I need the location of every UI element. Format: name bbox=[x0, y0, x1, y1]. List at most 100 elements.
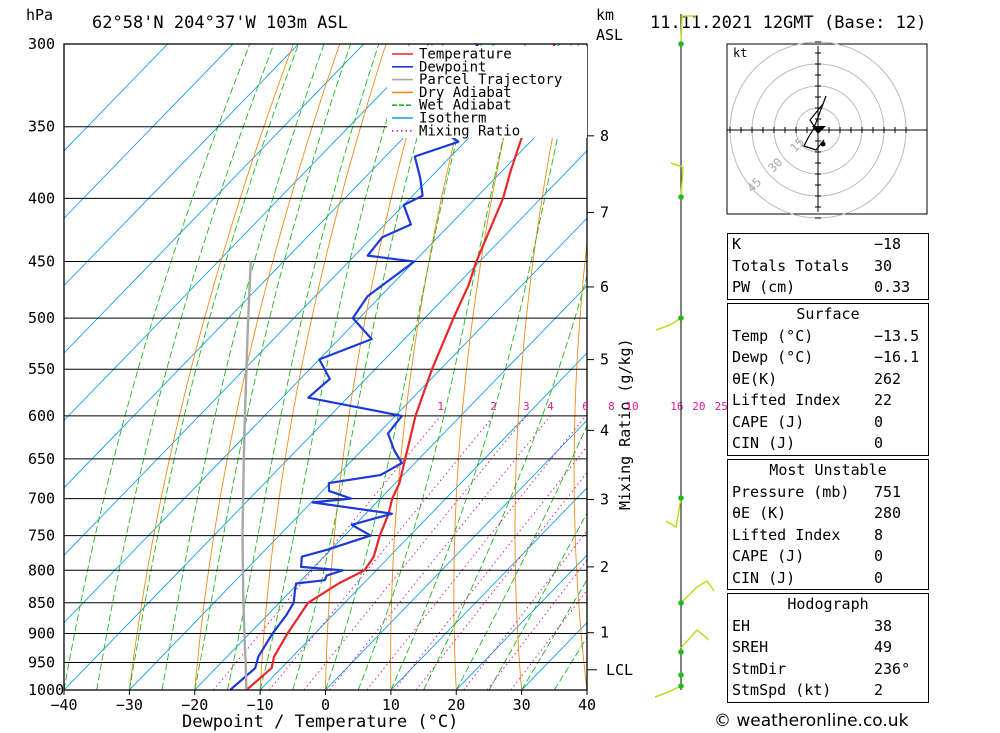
wind-profile bbox=[654, 14, 715, 698]
index-value: −18 bbox=[874, 235, 902, 253]
mixing-ratio-label: 6 bbox=[582, 400, 589, 413]
wind-level-dot bbox=[678, 194, 684, 200]
x-tick-label: −40 bbox=[50, 696, 77, 714]
mixing-ratio-label: 20 bbox=[692, 400, 705, 413]
mixing-ratio-label: 25 bbox=[715, 400, 728, 413]
mixing-ratio-line bbox=[366, 415, 586, 690]
isotherm bbox=[64, 44, 299, 287]
wind-barb bbox=[654, 685, 682, 698]
x-axis-label: Dewpoint / Temperature (°C) bbox=[182, 712, 458, 732]
isotherm bbox=[259, 352, 587, 690]
storm-motion-marker bbox=[812, 126, 826, 134]
x-tick-label: 20 bbox=[447, 696, 465, 714]
wind-barb bbox=[680, 15, 696, 45]
credit-text: © weatheronline.co.uk bbox=[714, 711, 909, 731]
wind-level-dot bbox=[678, 649, 684, 655]
km-unit-label: km bbox=[596, 6, 614, 24]
mixing-ratio-label: 16 bbox=[670, 400, 683, 413]
index-value: 0.33 bbox=[874, 278, 911, 296]
index-label: Lifted Index bbox=[732, 525, 841, 544]
indices-most-unstable-panel: Most Unstable Pressure (mb) 751 θE (K) 280 L… bbox=[727, 459, 929, 590]
legend-label: Dry Adiabat bbox=[419, 85, 512, 101]
index-row: CAPE (J) 0 bbox=[728, 412, 928, 434]
height-tick-label: 2 bbox=[600, 558, 609, 576]
index-label: Totals Totals bbox=[732, 256, 850, 275]
pressure-tick-label: 700 bbox=[28, 490, 55, 508]
isotherm bbox=[64, 44, 561, 556]
index-label: PW (cm) bbox=[732, 278, 796, 296]
wet-adiabat bbox=[194, 44, 352, 690]
wind-level-dot bbox=[678, 41, 684, 47]
hodograph-title: Hodograph bbox=[787, 595, 869, 613]
index-value: 2 bbox=[874, 681, 884, 699]
index-row: Totals Totals 30 bbox=[728, 256, 928, 278]
isotherm bbox=[325, 419, 587, 690]
wind-barb bbox=[680, 579, 715, 604]
index-value: 38 bbox=[874, 616, 893, 635]
indices-hodograph-panel: Hodograph EH 38 SREH 49 StmDir 236° StmSpd (kt… bbox=[727, 593, 929, 703]
x-tick-label: 10 bbox=[382, 696, 400, 714]
dry-adiabat bbox=[631, 44, 664, 690]
index-value: 8 bbox=[874, 525, 884, 544]
isotherm bbox=[64, 44, 168, 152]
index-value: 30 bbox=[874, 256, 893, 275]
index-row: Lifted Index 8 bbox=[728, 525, 928, 547]
index-label: CAPE (J) bbox=[732, 412, 805, 431]
index-label: StmDir bbox=[732, 659, 787, 678]
wet-adiabat bbox=[455, 424, 587, 690]
most-unstable-title: Most Unstable bbox=[769, 461, 887, 479]
wet-adiabat bbox=[128, 44, 300, 690]
wet-adiabat bbox=[325, 44, 482, 690]
index-label: Pressure (mb) bbox=[732, 482, 850, 501]
wind-level-dot bbox=[678, 683, 684, 689]
index-value: 0 bbox=[874, 568, 884, 587]
pressure-tick-label: 850 bbox=[28, 594, 55, 612]
hodograph-frame bbox=[726, 43, 928, 215]
legend-label: Wet Adiabat bbox=[419, 98, 512, 114]
index-label: CIN (J) bbox=[732, 568, 796, 587]
series-temperature bbox=[245, 44, 556, 690]
legend-box bbox=[387, 46, 587, 138]
index-row: PW (cm) 0.33 bbox=[728, 277, 928, 299]
isotherm bbox=[64, 44, 234, 219]
legend-label: Parcel Trajectory bbox=[419, 72, 562, 88]
index-row: Pressure (mb) 751 bbox=[728, 482, 928, 504]
wind-barb bbox=[670, 162, 684, 198]
pressure-tick-label: 550 bbox=[28, 360, 55, 378]
index-row: CAPE (J) 0 bbox=[728, 546, 928, 568]
index-value: 49 bbox=[874, 638, 893, 656]
surface-title: Surface bbox=[796, 305, 860, 323]
dry-adiabat bbox=[989, 44, 1000, 690]
x-tick-label: −30 bbox=[116, 696, 143, 714]
index-row: θE(K) 262 bbox=[728, 369, 928, 391]
isotherm bbox=[64, 44, 430, 422]
hodograph-point bbox=[820, 141, 826, 147]
mixing-ratio-axis-label: Mixing Ratio (g/kg) bbox=[616, 338, 634, 510]
legend-label: Isotherm bbox=[419, 111, 486, 127]
height-tick-label: 4 bbox=[600, 421, 609, 439]
index-row: EH 38 bbox=[728, 616, 928, 638]
indices-surface-panel: Surface Temp (°C) −13.5 Dewp (°C) −16.1 θE(K… bbox=[727, 303, 929, 456]
index-row: StmDir 236° bbox=[728, 659, 928, 681]
pressure-tick-label: 750 bbox=[28, 527, 55, 545]
pressure-tick-label: 900 bbox=[28, 624, 55, 642]
x-tick-label: 0 bbox=[321, 696, 330, 714]
pressure-tick-label: 500 bbox=[28, 309, 55, 327]
index-row: CIN (J) 0 bbox=[728, 568, 928, 590]
dry-adiabat bbox=[128, 44, 294, 690]
index-row: K −18 bbox=[728, 234, 928, 256]
height-tick-label: 3 bbox=[600, 490, 609, 508]
wind-level-dot bbox=[678, 315, 684, 321]
wind-barb bbox=[665, 497, 682, 529]
index-value: 236° bbox=[874, 659, 911, 678]
mixing-ratio-label: 4 bbox=[547, 400, 554, 413]
pressure-tick-label: 600 bbox=[28, 407, 55, 425]
height-tick-label: 5 bbox=[600, 351, 609, 369]
index-label: θE (K) bbox=[732, 504, 787, 522]
pressure-tick-label: 800 bbox=[28, 561, 55, 579]
index-label: CIN (J) bbox=[732, 434, 796, 452]
index-label: SREH bbox=[732, 638, 769, 656]
series-parcel-trajectory bbox=[241, 261, 252, 690]
x-tick-label: −20 bbox=[181, 696, 208, 714]
